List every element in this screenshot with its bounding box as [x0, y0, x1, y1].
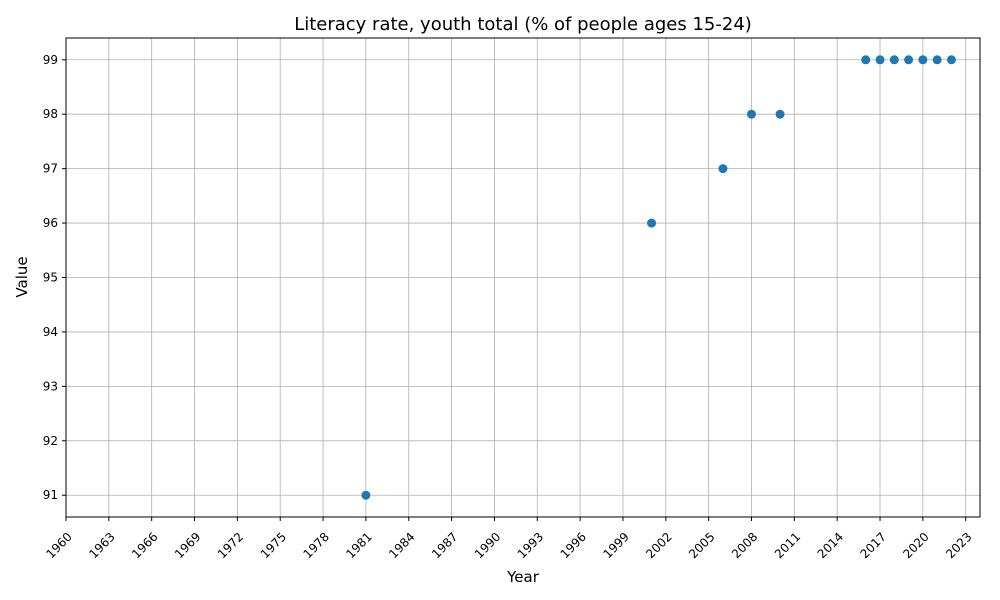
- data-point: [918, 55, 928, 65]
- x-grid: [65, 38, 967, 517]
- y-axis-label: Value: [13, 256, 31, 297]
- chart-title: Literacy rate, youth total (% of people …: [294, 14, 752, 35]
- data-point: [861, 55, 871, 65]
- data-point: [775, 109, 785, 119]
- data-point: [946, 55, 956, 65]
- y-tick-label: 92: [43, 434, 58, 448]
- plot-frame: [65, 37, 981, 518]
- data-point: [904, 55, 914, 65]
- y-tick-label: 99: [43, 53, 58, 67]
- y-tick-label: 98: [43, 107, 58, 121]
- data-point: [747, 109, 756, 119]
- y-tick-label: 96: [43, 216, 58, 230]
- y-tick-label: 94: [43, 325, 58, 339]
- x-axis-label: Year: [506, 568, 540, 586]
- y-tick-label: 97: [43, 162, 58, 176]
- data-point: [875, 55, 885, 65]
- data-points: [361, 55, 956, 500]
- y-tick-label: 93: [43, 379, 58, 393]
- y-tick-label: 95: [43, 271, 58, 285]
- data-point: [361, 490, 371, 500]
- data-point: [932, 55, 942, 65]
- y-grid: [66, 59, 980, 496]
- y-tick-label: 91: [43, 488, 58, 502]
- data-point: [647, 218, 657, 228]
- data-point: [718, 164, 728, 174]
- y-ticks: 91 92 93 94 95 96 97 98 99: [43, 53, 66, 502]
- data-point: [889, 55, 899, 65]
